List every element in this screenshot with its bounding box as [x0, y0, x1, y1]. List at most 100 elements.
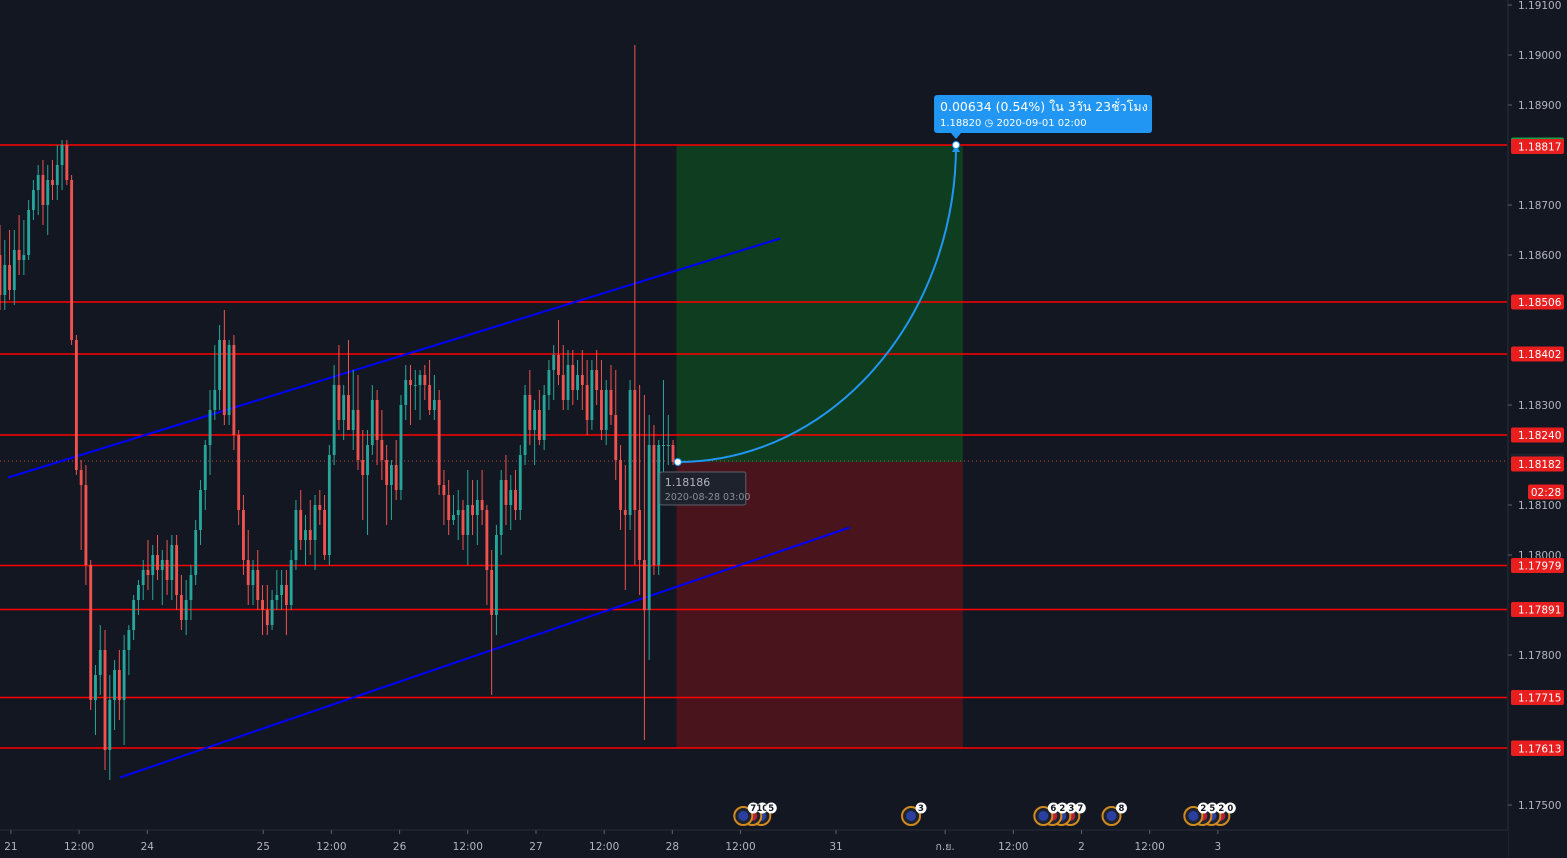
candle[interactable]	[184, 580, 188, 635]
candle[interactable]	[523, 385, 527, 465]
candle[interactable]	[175, 535, 179, 610]
candle[interactable]	[213, 345, 217, 420]
candle[interactable]	[108, 675, 112, 780]
candle[interactable]	[385, 445, 389, 525]
event-marker[interactable]: 8	[1101, 802, 1127, 826]
candle[interactable]	[428, 360, 432, 415]
candle[interactable]	[552, 345, 556, 400]
candle[interactable]	[423, 365, 427, 400]
candle[interactable]	[619, 445, 622, 530]
candle[interactable]	[609, 365, 613, 425]
candle[interactable]	[280, 570, 284, 610]
candle[interactable]	[74, 335, 78, 475]
candle[interactable]	[671, 440, 675, 465]
candle[interactable]	[590, 360, 594, 430]
candle[interactable]	[41, 160, 45, 225]
candle[interactable]	[432, 375, 436, 420]
projection-arc[interactable]	[677, 144, 958, 463]
candle[interactable]	[12, 230, 16, 305]
candle[interactable]	[475, 480, 479, 545]
candle[interactable]	[633, 45, 637, 565]
price-label-tag[interactable]	[1511, 741, 1564, 756]
candle[interactable]	[337, 345, 341, 430]
candle[interactable]	[179, 575, 183, 630]
candle[interactable]	[447, 480, 451, 535]
candle[interactable]	[533, 400, 537, 465]
candle[interactable]	[638, 385, 642, 595]
candle[interactable]	[84, 465, 88, 585]
candle[interactable]	[380, 410, 384, 480]
candle[interactable]	[537, 390, 541, 445]
candle[interactable]	[55, 145, 59, 200]
channel-line[interactable]	[119, 526, 850, 779]
candle[interactable]	[284, 570, 288, 635]
candle[interactable]	[22, 220, 26, 275]
candle[interactable]	[51, 160, 54, 200]
candle[interactable]	[571, 350, 575, 405]
event-marker[interactable]: 3	[901, 802, 927, 826]
candle[interactable]	[3, 240, 7, 310]
candle[interactable]	[304, 515, 307, 565]
candle[interactable]	[141, 560, 145, 600]
price-axis[interactable]: 1.19100 1.19000 1.18900 1.18700 1.18600 1.183…	[1507, 0, 1567, 858]
candle[interactable]	[117, 650, 121, 720]
candle[interactable]	[261, 585, 264, 635]
candle[interactable]	[389, 460, 393, 520]
candle[interactable]	[227, 340, 231, 425]
projection-end-handle[interactable]	[952, 141, 961, 149]
candle[interactable]	[160, 550, 164, 605]
candle[interactable]	[604, 380, 608, 445]
candle[interactable]	[504, 455, 508, 525]
candle[interactable]	[65, 140, 69, 185]
candle[interactable]	[289, 550, 293, 610]
candle[interactable]	[237, 430, 241, 525]
candle[interactable]	[595, 350, 599, 405]
candle[interactable]	[79, 460, 83, 550]
candle[interactable]	[509, 475, 513, 530]
candle[interactable]	[318, 490, 322, 525]
candle[interactable]	[189, 565, 193, 620]
candle[interactable]	[356, 375, 360, 470]
channel-line[interactable]	[7, 237, 781, 479]
candle[interactable]	[456, 490, 460, 540]
candle[interactable]	[628, 380, 632, 530]
candle[interactable]	[418, 370, 422, 420]
candle[interactable]	[275, 570, 279, 610]
candle[interactable]	[103, 630, 107, 770]
candle[interactable]	[409, 365, 412, 425]
candle[interactable]	[165, 540, 169, 595]
candle[interactable]	[136, 580, 140, 615]
candle[interactable]	[518, 445, 522, 520]
candle[interactable]	[485, 505, 489, 605]
candle[interactable]	[557, 320, 560, 385]
price-label-tag[interactable]	[1511, 690, 1564, 705]
candle[interactable]	[647, 415, 651, 660]
candle[interactable]	[542, 385, 546, 450]
candle[interactable]	[323, 495, 327, 560]
candle[interactable]	[218, 325, 222, 410]
candle[interactable]	[471, 480, 474, 535]
candle[interactable]	[194, 520, 198, 585]
price-label-tag[interactable]	[1511, 294, 1564, 310]
candle[interactable]	[31, 180, 35, 220]
candle[interactable]	[8, 230, 11, 300]
candle[interactable]	[576, 360, 580, 400]
candle[interactable]	[342, 385, 346, 440]
candle[interactable]	[113, 660, 116, 730]
candle[interactable]	[585, 360, 589, 435]
price-label-tag[interactable]	[1511, 346, 1564, 362]
candle[interactable]	[60, 140, 64, 190]
candle[interactable]	[361, 430, 365, 520]
candle[interactable]	[122, 635, 126, 745]
candle[interactable]	[452, 495, 455, 525]
projection-start-handle[interactable]	[673, 458, 682, 466]
candle[interactable]	[642, 395, 646, 740]
price-label-tag[interactable]	[1511, 558, 1564, 573]
candle[interactable]	[232, 335, 236, 450]
candle[interactable]	[251, 560, 255, 605]
candle[interactable]	[666, 415, 670, 465]
candle[interactable]	[208, 390, 212, 475]
candle[interactable]	[222, 310, 226, 425]
candle[interactable]	[242, 495, 245, 575]
